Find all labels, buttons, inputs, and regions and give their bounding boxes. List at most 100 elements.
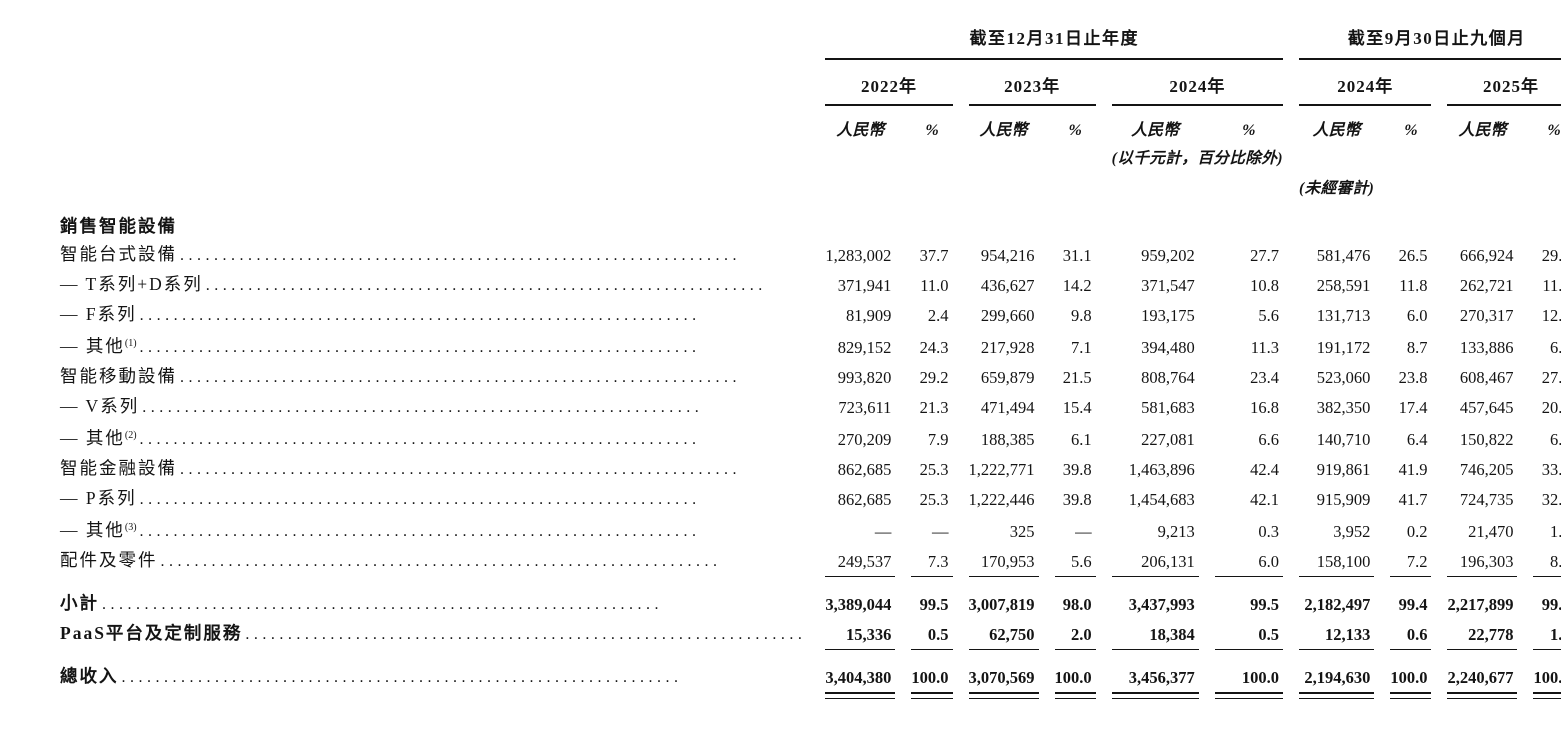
value-cell-pct: 25.3 bbox=[919, 490, 949, 509]
value-cell-rmb: 581,476 bbox=[1316, 246, 1371, 265]
table-row: — V系列 723,611 21.3 471,494 15.4 581,683 16.8 3… bbox=[60, 392, 1561, 422]
value-cell-rmb: 258,591 bbox=[1316, 276, 1371, 295]
value-cell-pct: 25.3 bbox=[919, 460, 949, 479]
rule-row bbox=[60, 649, 1561, 662]
value-cell-pct: 6.0 bbox=[1258, 552, 1279, 571]
value-cell-pct: 41.7 bbox=[1398, 490, 1428, 509]
rule-line bbox=[1214, 649, 1283, 662]
currency-header: 人民幣 bbox=[1312, 122, 1361, 139]
row-label-text: 總收入 bbox=[60, 666, 119, 686]
spacer bbox=[969, 142, 1096, 168]
row-label: — 其他(1) bbox=[60, 330, 809, 362]
rule-line bbox=[1299, 649, 1375, 662]
value-cell-pct: 0.5 bbox=[1258, 625, 1279, 644]
dot-leader bbox=[102, 592, 806, 616]
value-cell-rmb: 829,152 bbox=[837, 338, 892, 357]
spacer bbox=[1299, 142, 1561, 168]
footnote-marker: (2) bbox=[124, 430, 137, 441]
spacer bbox=[60, 24, 809, 60]
value-cell-rmb: 262,721 bbox=[1459, 276, 1514, 295]
prospectus-page: 截至12月31日止年度 截至9月30日止九個月 2022年 2023年 2024… bbox=[0, 0, 1561, 699]
value-cell-pct: 0.3 bbox=[1258, 522, 1279, 541]
footnote-marker: (3) bbox=[124, 522, 137, 533]
row-label-text: — T系列+D系列 bbox=[60, 274, 203, 294]
row-label: — F系列 bbox=[60, 300, 809, 330]
row-label: 智能金融設備 bbox=[60, 454, 809, 484]
spacer-row bbox=[60, 198, 1561, 212]
row-label-content: — V系列 bbox=[60, 395, 809, 419]
value-cell-pct: 99.5 bbox=[1250, 595, 1279, 614]
value-cell-pct: 23.4 bbox=[1250, 368, 1279, 387]
spacer bbox=[825, 212, 1561, 240]
dot-leader bbox=[180, 243, 806, 267]
value-cell-pct: 6.0 bbox=[1549, 338, 1561, 357]
value-cell-rmb: 196,303 bbox=[1459, 552, 1514, 571]
currency-header: 人民幣 bbox=[1458, 122, 1507, 139]
value-cell-rmb: 919,861 bbox=[1316, 460, 1371, 479]
rule-line bbox=[1390, 649, 1432, 662]
rule-line bbox=[1111, 649, 1199, 662]
value-cell-rmb: 2,194,630 bbox=[1304, 668, 1371, 687]
value-cell-rmb: 3,389,044 bbox=[825, 595, 892, 614]
rule-line bbox=[1447, 576, 1518, 589]
percent-header: % bbox=[1547, 122, 1561, 139]
dot-leader bbox=[140, 427, 807, 451]
value-cell-pct: — bbox=[932, 522, 949, 541]
value-cell-pct: 8.7 bbox=[1406, 338, 1428, 357]
value-cell-rmb: 299,660 bbox=[980, 306, 1035, 325]
rule-line bbox=[1214, 692, 1283, 699]
value-cell-rmb: 270,209 bbox=[837, 430, 892, 449]
value-cell-pct: 11.3 bbox=[1250, 338, 1279, 357]
row-label-content: 總收入 bbox=[60, 665, 809, 689]
value-cell-rmb: 2,240,677 bbox=[1447, 668, 1514, 687]
dot-leader bbox=[206, 273, 807, 297]
value-cell-pct: 16.8 bbox=[1250, 398, 1279, 417]
value-cell-rmb: — bbox=[874, 522, 892, 541]
value-cell-rmb: 158,100 bbox=[1316, 552, 1371, 571]
value-cell-pct: 39.8 bbox=[1062, 460, 1092, 479]
value-cell-pct: 42.4 bbox=[1250, 460, 1279, 479]
dot-leader bbox=[142, 395, 806, 419]
year-row: 2022年 2023年 2024年 2024年 2025年 bbox=[60, 60, 1561, 106]
value-cell-pct: 6.4 bbox=[1406, 430, 1428, 449]
value-cell-pct: 100.0 bbox=[1241, 668, 1279, 687]
value-cell-rmb: 862,685 bbox=[837, 490, 892, 509]
value-cell-rmb: 270,317 bbox=[1459, 306, 1514, 325]
currency-header: 人民幣 bbox=[1131, 122, 1180, 139]
value-cell-pct: 21.3 bbox=[919, 398, 949, 417]
value-cell-rmb: 746,205 bbox=[1459, 460, 1514, 479]
row-label: 總收入 bbox=[60, 662, 809, 692]
value-cell-pct: 99.0 bbox=[1541, 595, 1561, 614]
value-cell-rmb: 581,683 bbox=[1141, 398, 1195, 417]
row-label-text: 智能金融設備 bbox=[60, 458, 177, 478]
period-group-row: 截至12月31日止年度 截至9月30日止九個月 bbox=[60, 24, 1561, 60]
rule-line bbox=[825, 649, 896, 662]
row-label-text: — F系列 bbox=[60, 304, 137, 324]
rule-line bbox=[1299, 692, 1375, 699]
rule-row bbox=[60, 692, 1561, 699]
value-cell-rmb: 394,480 bbox=[1141, 338, 1195, 357]
row-label-text: PaaS平台及定制服務 bbox=[60, 623, 243, 643]
table-row: 總收入 3,404,380 100.0 3,070,569 100.0 3,456,377… bbox=[60, 662, 1561, 692]
row-label: — V系列 bbox=[60, 392, 809, 422]
row-label-content: — P系列 bbox=[60, 487, 809, 511]
row-label: — P系列 bbox=[60, 484, 809, 514]
value-cell-rmb: 1,283,002 bbox=[825, 246, 892, 265]
rule-line bbox=[1390, 692, 1432, 699]
value-cell-pct: 42.1 bbox=[1250, 490, 1279, 509]
value-cell-rmb: 959,202 bbox=[1141, 246, 1195, 265]
value-cell-rmb: 325 bbox=[1009, 522, 1035, 541]
dot-leader bbox=[140, 487, 807, 511]
value-cell-pct: 100.0 bbox=[1054, 668, 1092, 687]
value-cell-pct: 33.3 bbox=[1541, 460, 1561, 479]
row-label-text: 配件及零件 bbox=[60, 550, 158, 570]
rule-line bbox=[1054, 649, 1096, 662]
value-cell-rmb: 371,547 bbox=[1141, 276, 1195, 295]
currency-header: 人民幣 bbox=[979, 122, 1028, 139]
row-label: 小計 bbox=[60, 589, 809, 619]
dot-leader bbox=[245, 622, 806, 646]
rule-line bbox=[1447, 649, 1518, 662]
row-label-content: — F系列 bbox=[60, 303, 809, 327]
value-cell-rmb: 18,384 bbox=[1149, 625, 1195, 644]
spacer bbox=[825, 168, 1283, 198]
